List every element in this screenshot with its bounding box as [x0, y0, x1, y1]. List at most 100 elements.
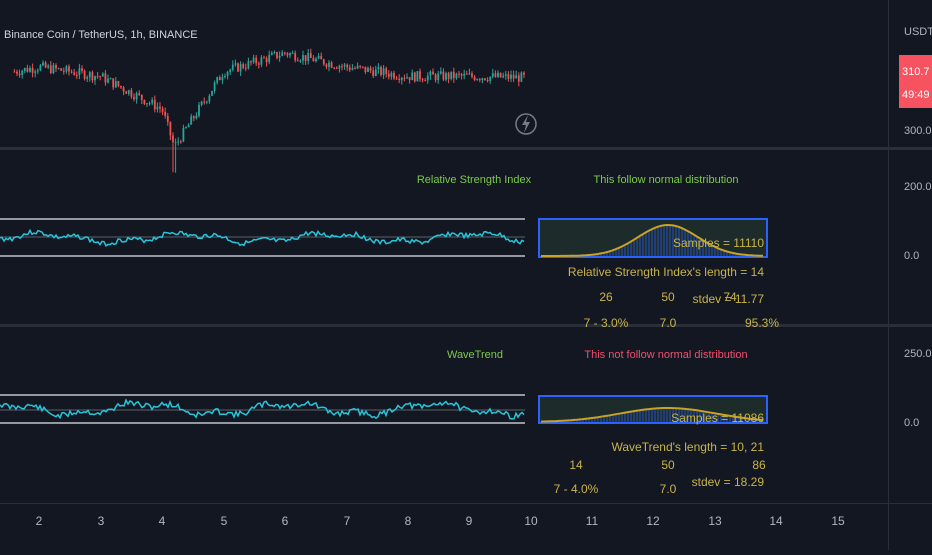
candle-body [354, 68, 356, 70]
candle-body [361, 66, 364, 68]
candle-body [491, 73, 494, 77]
rsi-indicator-name[interactable]: Relative Strength Index [417, 174, 532, 186]
candle-body [257, 63, 260, 65]
candle-body [424, 80, 427, 82]
candle-body [91, 72, 94, 81]
candle-body [322, 59, 325, 65]
candle-body [146, 103, 148, 105]
candle-body [460, 74, 463, 76]
candle-body [101, 73, 104, 77]
candle-body [94, 76, 96, 81]
rsi-normal-curve [541, 223, 764, 257]
lightning-bolt-icon[interactable] [522, 115, 530, 133]
candle-body [515, 75, 518, 79]
candle-body [47, 65, 50, 68]
candle-body [31, 67, 34, 73]
candle-body [398, 78, 401, 81]
candle-body [478, 79, 481, 81]
rsi-axis-zero: 0.0 [904, 250, 919, 262]
time-axis-label: 7 [344, 514, 351, 528]
wt-length: WaveTrend's length = 10, 21 [612, 440, 765, 454]
candle-body [315, 58, 317, 62]
candle-body [29, 67, 31, 72]
candle-body [276, 52, 278, 58]
candle-body [255, 57, 258, 64]
candle-body [65, 66, 68, 72]
last-price-value: 310.7 [902, 66, 930, 78]
time-axis-label: 2 [36, 514, 43, 528]
candle-body [211, 90, 213, 96]
candle-body [218, 77, 221, 81]
candle-body [135, 93, 138, 100]
candle-body [99, 76, 102, 78]
time-axis-label: 3 [98, 514, 105, 528]
wt-normal-curve [540, 407, 764, 423]
candle-body [507, 74, 510, 79]
wavetrend-line[interactable] [0, 398, 525, 420]
rsi-length: Relative Strength Index's length = 14 [568, 265, 764, 279]
candle-body [296, 60, 299, 62]
candle-body [153, 99, 156, 110]
candle-body [166, 116, 169, 122]
wt-indicator-name[interactable]: WaveTrend [447, 349, 503, 361]
candle-body [130, 90, 133, 97]
candle-body [328, 62, 330, 67]
candle-body [494, 73, 497, 77]
candle-body [343, 64, 346, 67]
candle-body [380, 66, 382, 75]
candle-body [338, 66, 341, 69]
candle-body [377, 66, 380, 70]
replay-button-ring[interactable] [515, 113, 537, 135]
candle-body [172, 135, 174, 143]
candle-body [270, 53, 273, 56]
candle-body [458, 73, 460, 75]
replay-button[interactable] [515, 113, 537, 135]
candle-body [190, 116, 193, 125]
rsi-line[interactable] [0, 228, 525, 248]
candle-body [221, 77, 224, 81]
price-axis-label: 300.0 [904, 125, 932, 137]
candle-body [260, 57, 263, 65]
candle-body [159, 106, 161, 109]
rsi-tick-low: 26 [599, 290, 613, 304]
time-axis-label: 8 [405, 514, 412, 528]
rsi-samples: Samples = 11110 [673, 236, 764, 250]
candle-body [104, 73, 107, 83]
candle-body [242, 64, 245, 68]
time-axis-label: 6 [282, 514, 289, 528]
candle-body [374, 69, 377, 76]
rsi-row-c: 95.3% [745, 316, 779, 330]
candle-body [229, 69, 232, 72]
candle-body [18, 73, 21, 75]
candle-body [359, 65, 362, 67]
candle-body [224, 76, 226, 78]
candle-body [517, 75, 520, 82]
candle-body [481, 78, 484, 81]
candlestick-series[interactable] [13, 48, 525, 173]
candle-body [16, 71, 18, 74]
symbol-title[interactable]: Binance Coin / TetherUS, 1h, BINANCE [4, 29, 198, 41]
candle-body [88, 72, 91, 78]
candle-body [107, 78, 109, 83]
candle-body [413, 72, 416, 82]
candle-body [416, 71, 419, 82]
candle-body [463, 73, 466, 76]
candle-body [185, 127, 187, 129]
candle-body [278, 56, 281, 58]
candle-body [408, 77, 411, 81]
candle-body [169, 121, 172, 136]
rsi-row-b: 7.0 [660, 316, 677, 330]
rsi-histogram-bars [591, 225, 746, 256]
candle-body [192, 116, 195, 119]
candle-body [133, 96, 135, 100]
candle-body [486, 80, 489, 82]
candle-body [174, 142, 177, 144]
candle-body [268, 55, 271, 63]
candle-body [434, 74, 437, 81]
candle-body [216, 77, 219, 83]
candle-body [239, 64, 242, 72]
candle-body [122, 87, 125, 92]
time-axis[interactable]: 2 3 4 5 6 7 8 9 10 11 12 13 14 15 [36, 514, 845, 528]
